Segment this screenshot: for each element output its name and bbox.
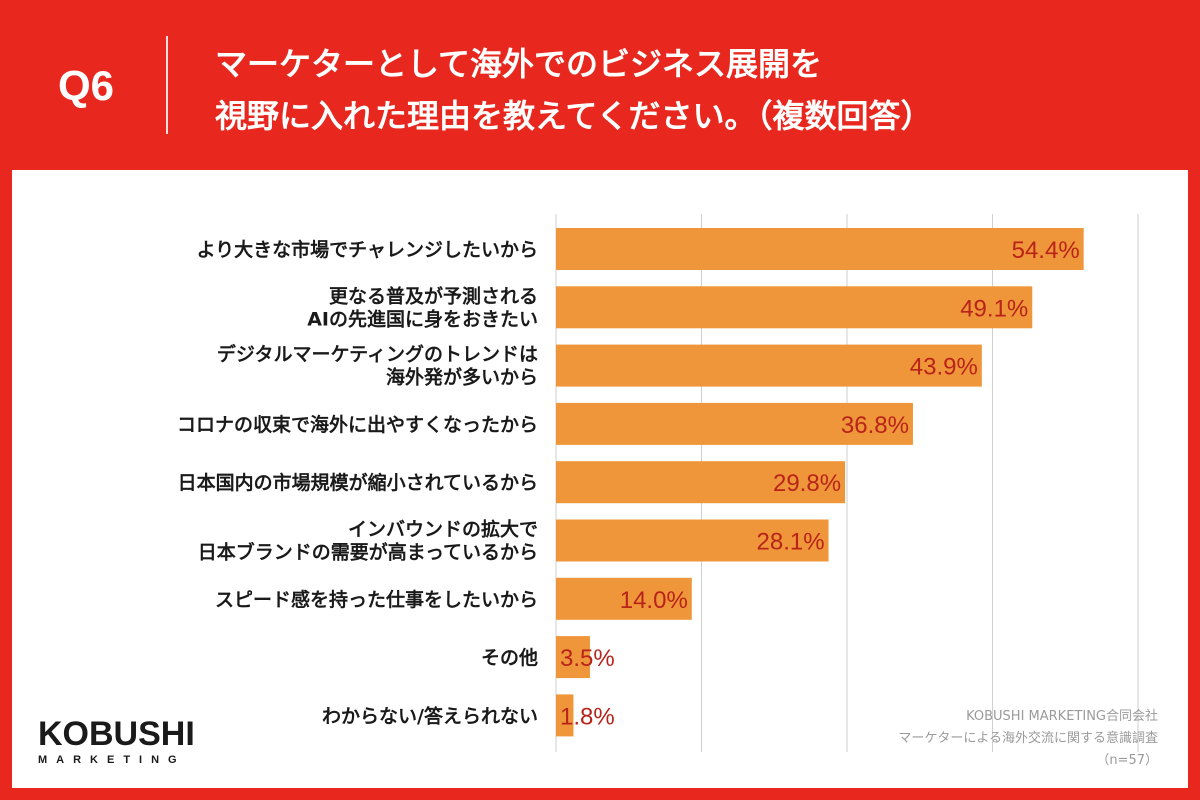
bar-chart: 54.4% より大きな市場でチャレンジしたいから 49.1% 更なる普及が予測されるA… (177, 214, 1139, 752)
question-title: マーケターとして海外でのビジネス展開を 視野に入れた理由を教えてください。（複数… (215, 38, 932, 142)
value-label: 28.1% (757, 529, 825, 556)
category-label: その他 (481, 646, 538, 669)
value-label: 43.9% (910, 354, 978, 381)
bar (556, 577, 692, 620)
category-label: デジタルマーケティングのトレンドは (217, 343, 538, 366)
source-company: KOBUSHI MARKETING合同会社 (966, 709, 1158, 724)
category-label: 更なる普及が予測される (329, 284, 538, 307)
category-label: コロナの収束で海外に出やすくなったから (177, 413, 538, 436)
value-label: 1.8% (560, 703, 615, 730)
source-survey: マーケターによる海外交流に関する意識調査 (898, 731, 1158, 746)
value-label: 54.4% (1012, 237, 1080, 264)
question-number: Q6 (58, 62, 115, 109)
value-label: 14.0% (620, 587, 688, 614)
source-sample: （n=57） (1096, 753, 1158, 768)
bar (556, 694, 574, 737)
header-divider (166, 36, 168, 134)
category-label: 海外発が多いから (386, 366, 538, 389)
bar (556, 519, 829, 562)
category-label: 日本ブランドの需要が高まっているから (198, 541, 538, 564)
source-note: KOBUSHI MARKETING合同会社 マーケターによる海外交流に関する意識… (898, 706, 1158, 772)
category-label: 日本国内の市場規模が縮小されているから (178, 471, 538, 494)
chart-panel: 54.4% より大きな市場でチャレンジしたいから 49.1% 更なる普及が予測される A… (12, 170, 1188, 788)
value-label: 3.5% (560, 645, 615, 672)
bar (556, 402, 913, 445)
value-label: 36.8% (841, 412, 909, 439)
logo-wordmark: KOBUSHI (38, 715, 195, 753)
category-label: AIの先進国に身をおきたい (307, 307, 538, 330)
value-label: 29.8% (773, 470, 841, 497)
category-label: インバウンドの拡大で (348, 518, 538, 541)
value-label: 49.1% (960, 295, 1028, 322)
bar (556, 344, 982, 387)
bar (556, 461, 846, 504)
logo-subtitle: MARKETING (38, 754, 186, 766)
category-label: わからない/答えられない (322, 704, 538, 727)
category-label: より大きな市場でチャレンジしたいから (197, 238, 538, 261)
bar (556, 636, 590, 679)
question-title-line-2: 視野に入れた理由を教えてください。（複数回答） (215, 97, 933, 135)
question-title-line-1: マーケターとして海外でのビジネス展開を (215, 45, 823, 83)
category-label: スピード感を持った仕事をしたいから (215, 588, 538, 611)
kobushi-logo: KOBUSHI MARKETING (38, 716, 195, 766)
bar (556, 286, 1033, 329)
bar (556, 228, 1084, 270)
